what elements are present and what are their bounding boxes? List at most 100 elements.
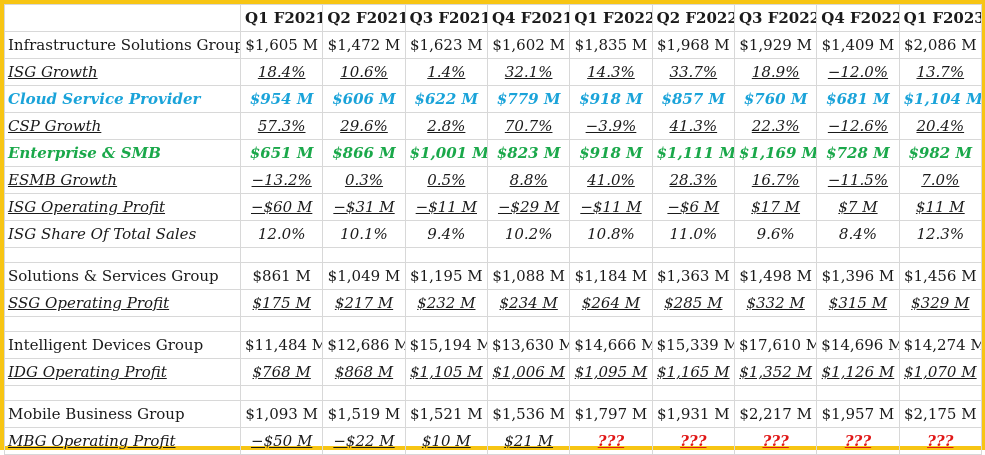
spacer-cell bbox=[733, 247, 818, 263]
cell-value: −12.0% bbox=[827, 63, 889, 81]
cell-value: −11.5% bbox=[827, 171, 889, 189]
cell-value: $1,968 M bbox=[656, 36, 730, 54]
cell-value: 10.1% bbox=[340, 225, 388, 243]
table-cell: $329 M bbox=[898, 289, 982, 317]
table-cell: ??? bbox=[651, 427, 735, 455]
cell-value: $1,929 M bbox=[739, 36, 812, 54]
cell-value: $1,521 M bbox=[410, 405, 483, 423]
table-cell: −13.2% bbox=[239, 166, 324, 194]
cell-value: 28.3% bbox=[669, 171, 718, 189]
table-cell: 8.4% bbox=[816, 220, 900, 248]
table-cell: $1,602 M bbox=[486, 31, 571, 59]
spacer-row bbox=[4, 247, 982, 263]
table-cell: $779 M bbox=[486, 85, 571, 113]
table-row-idg-op: IDG Operating Profit $768 M $868 M $1,105 M… bbox=[4, 358, 982, 386]
table-row-mbg: Mobile Business Group $1,093 M $1,519 M $1,… bbox=[4, 400, 982, 428]
spacer-cell bbox=[816, 247, 900, 263]
cell-value: $857 M bbox=[661, 90, 726, 108]
table-cell: 9.4% bbox=[404, 220, 488, 248]
row-label: Solutions & Services Group bbox=[4, 262, 241, 290]
row-label-text: Infrastructure Solutions Group bbox=[8, 36, 241, 54]
table-cell: $315 M bbox=[816, 289, 900, 317]
table-cell: $1,111 M bbox=[651, 139, 735, 167]
table-cell: $14,696 M bbox=[816, 331, 900, 359]
spacer-cell bbox=[816, 316, 900, 332]
table-cell: −12.6% bbox=[816, 112, 900, 140]
table-cell: $1,184 M bbox=[569, 262, 653, 290]
table-row-mbg-op: MBG Operating Profit −$50 M −$22 M $10 M $21… bbox=[4, 427, 982, 455]
table-cell: 70.7% bbox=[486, 112, 571, 140]
cell-value: $232 M bbox=[417, 294, 476, 312]
table-cell: 18.9% bbox=[733, 58, 818, 86]
column-header: Q2 F2022 bbox=[651, 4, 735, 32]
cell-value: $2,217 M bbox=[739, 405, 812, 423]
cell-value: 10.6% bbox=[340, 63, 388, 81]
table-cell: $866 M bbox=[322, 139, 406, 167]
cell-value: $622 M bbox=[414, 90, 479, 108]
table-cell: −$60 M bbox=[239, 193, 324, 221]
table-cell: $861 M bbox=[239, 262, 324, 290]
cell-value: $866 M bbox=[332, 144, 396, 162]
column-header: Q4 F2021 bbox=[486, 4, 571, 32]
table-cell: $14,666 M bbox=[569, 331, 653, 359]
row-label-text: IDG Operating Profit bbox=[8, 363, 167, 381]
table-cell: $17,610 M bbox=[733, 331, 818, 359]
table-cell: $1,929 M bbox=[733, 31, 818, 59]
table-cell: ??? bbox=[733, 427, 818, 455]
cell-value: 9.6% bbox=[756, 225, 795, 243]
cell-value: 10.8% bbox=[587, 225, 635, 243]
cell-value: −$29 M bbox=[497, 198, 560, 216]
spacer-cell bbox=[733, 385, 818, 401]
cell-value: $1,165 M bbox=[656, 363, 730, 381]
cell-value: $329 M bbox=[911, 294, 970, 312]
table-cell: 10.2% bbox=[486, 220, 571, 248]
spacer-cell bbox=[569, 316, 653, 332]
cell-value: $15,339 M bbox=[656, 336, 735, 354]
table-cell: $232 M bbox=[404, 289, 488, 317]
cell-value: $7 M bbox=[838, 198, 878, 216]
cell-value: 9.4% bbox=[427, 225, 466, 243]
table-cell: 41.3% bbox=[651, 112, 735, 140]
cell-value: $175 M bbox=[252, 294, 311, 312]
cell-value: $1,095 M bbox=[574, 363, 648, 381]
table-cell: $10 M bbox=[404, 427, 488, 455]
cell-value: $1,931 M bbox=[656, 405, 730, 423]
table-cell: 2.8% bbox=[404, 112, 488, 140]
spacer-cell bbox=[239, 247, 324, 263]
column-header: Q3 F2022 bbox=[733, 4, 818, 32]
cell-value: $728 M bbox=[826, 144, 890, 162]
spacer-cell bbox=[733, 316, 818, 332]
column-header: Q1 F2021 bbox=[239, 4, 324, 32]
cell-value: $1,049 M bbox=[327, 267, 401, 285]
table-cell: $1,409 M bbox=[816, 31, 900, 59]
table-cell: $622 M bbox=[404, 85, 488, 113]
table-cell: $760 M bbox=[733, 85, 818, 113]
table-cell: $217 M bbox=[322, 289, 406, 317]
table-cell: −$22 M bbox=[322, 427, 406, 455]
cell-value: $1,363 M bbox=[656, 267, 730, 285]
table-cell: $1,001 M bbox=[404, 139, 488, 167]
cell-value: $1,088 M bbox=[492, 267, 565, 285]
table-cell: $1,070 M bbox=[898, 358, 982, 386]
spacer-cell bbox=[816, 385, 900, 401]
table-cell: $1,968 M bbox=[651, 31, 735, 59]
table-cell: −3.9% bbox=[569, 112, 653, 140]
cell-value: 2.8% bbox=[427, 117, 466, 135]
table-cell: $857 M bbox=[651, 85, 735, 113]
table-cell: $12,686 M bbox=[322, 331, 406, 359]
table-cell: $1,797 M bbox=[569, 400, 653, 428]
cell-value: $1,093 M bbox=[245, 405, 318, 423]
table-row-csp: Cloud Service Provider $954 M $606 M $622 M… bbox=[4, 85, 982, 113]
cell-value: $2,086 M bbox=[903, 36, 977, 54]
row-label: MBG Operating Profit bbox=[4, 427, 241, 455]
table-cell: $1,835 M bbox=[569, 31, 653, 59]
column-header: Q2 F2021 bbox=[322, 4, 406, 32]
table-cell: −$6 M bbox=[651, 193, 735, 221]
row-label: ISG Operating Profit bbox=[4, 193, 241, 221]
cell-value: $779 M bbox=[496, 90, 561, 108]
table-cell: 10.8% bbox=[569, 220, 653, 248]
cell-value: −$22 M bbox=[333, 432, 395, 450]
cell-value: $14,274 M bbox=[903, 336, 982, 354]
row-label-text: MBG Operating Profit bbox=[8, 432, 176, 450]
